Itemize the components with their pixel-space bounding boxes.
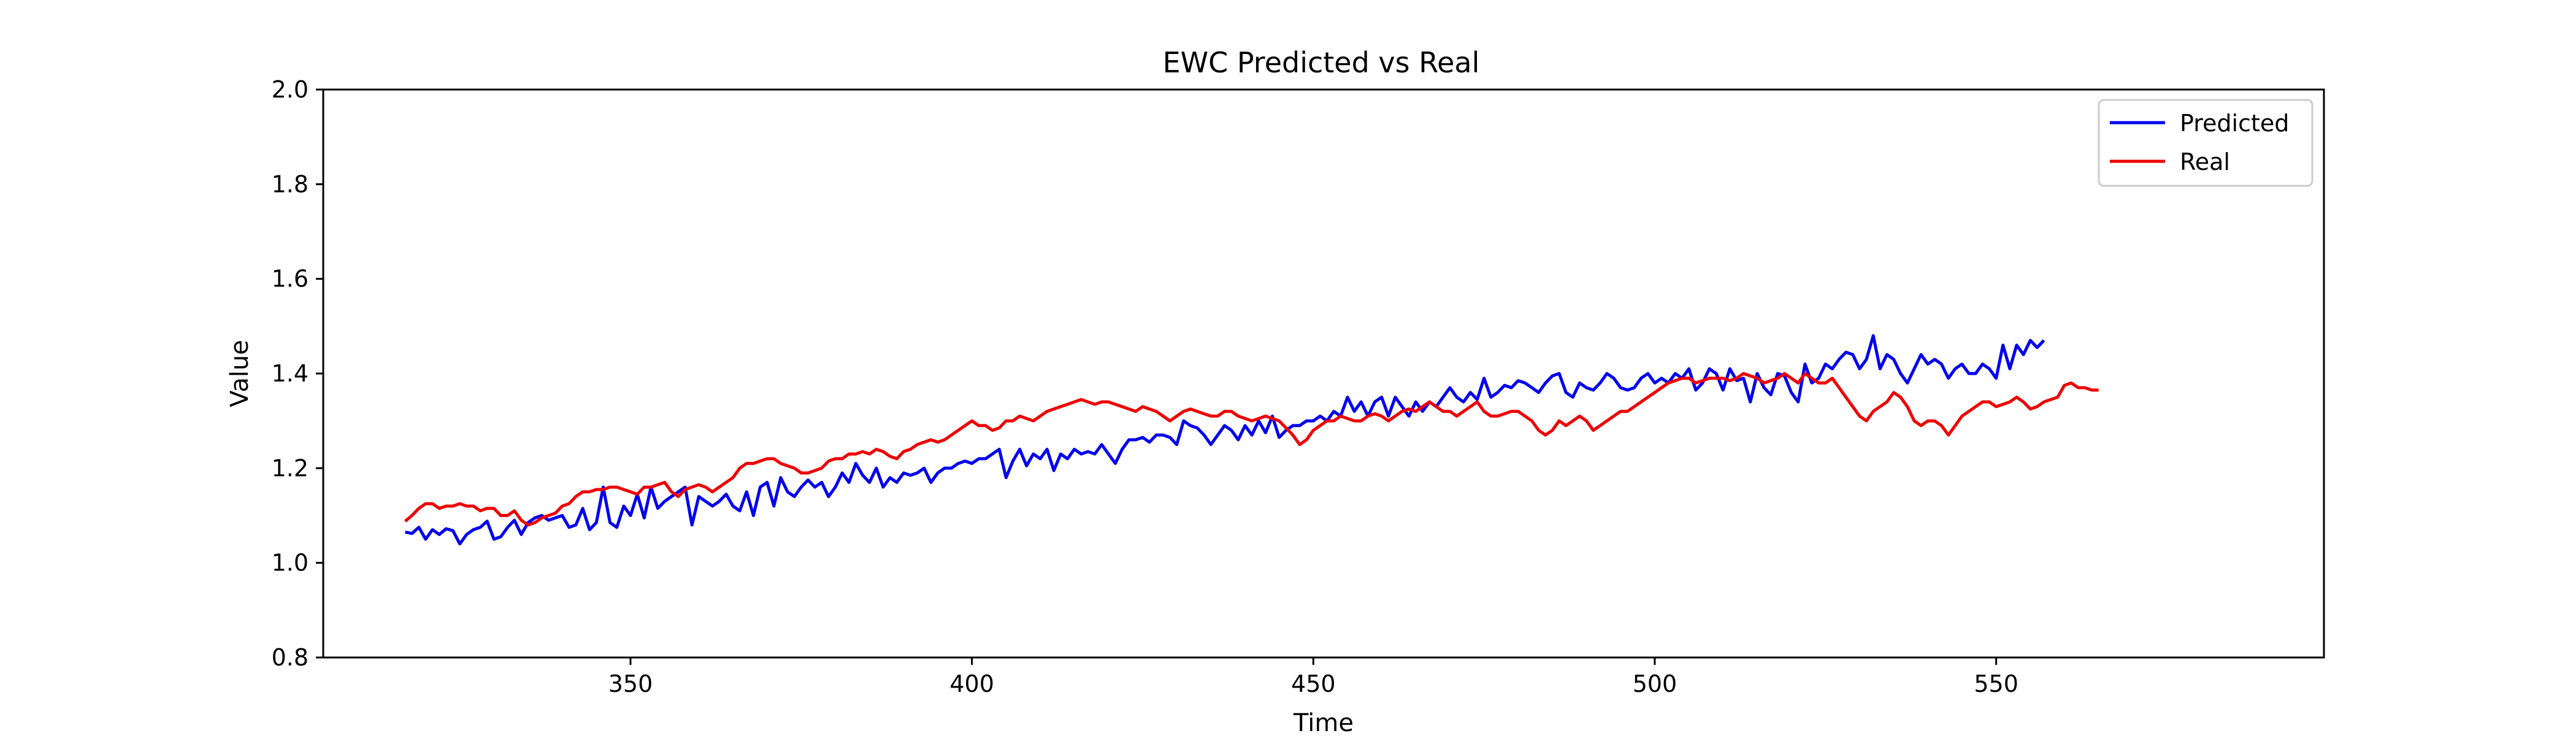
y-tick-label: 1.8 [272, 171, 309, 197]
x-tick-label: 400 [949, 670, 994, 697]
x-axis-label: Time [1293, 709, 1354, 736]
y-tick-label: 2.0 [272, 76, 309, 103]
y-tick-label: 0.8 [272, 644, 309, 671]
plot-area [322, 88, 2325, 659]
x-tick-label: 550 [1974, 670, 2018, 697]
plot-frame [322, 88, 2325, 659]
y-tick-label: 1.2 [272, 454, 309, 481]
legend-label-predicted: Predicted [2180, 110, 2289, 137]
legend-label-real: Real [2180, 148, 2230, 175]
y-axis: 0.8 1.0 1.2 1.4 1.6 1.8 2.0 [272, 76, 323, 671]
series-lines [404, 334, 2099, 546]
x-axis: 350 400 450 500 550 [608, 657, 2018, 697]
y-tick-label: 1.0 [272, 550, 309, 577]
legend: Predicted Real [2098, 99, 2313, 187]
series-line-real [404, 372, 2099, 527]
chart-title: EWC Predicted vs Real [1163, 46, 1480, 79]
y-tick-label: 1.6 [272, 266, 309, 293]
series-line-predicted [405, 334, 2045, 546]
x-tick-label: 500 [1633, 670, 1677, 697]
x-tick-label: 350 [608, 670, 653, 697]
y-axis-label: Value [226, 340, 254, 407]
y-tick-label: 1.4 [272, 360, 309, 387]
x-tick-label: 450 [1291, 670, 1336, 697]
